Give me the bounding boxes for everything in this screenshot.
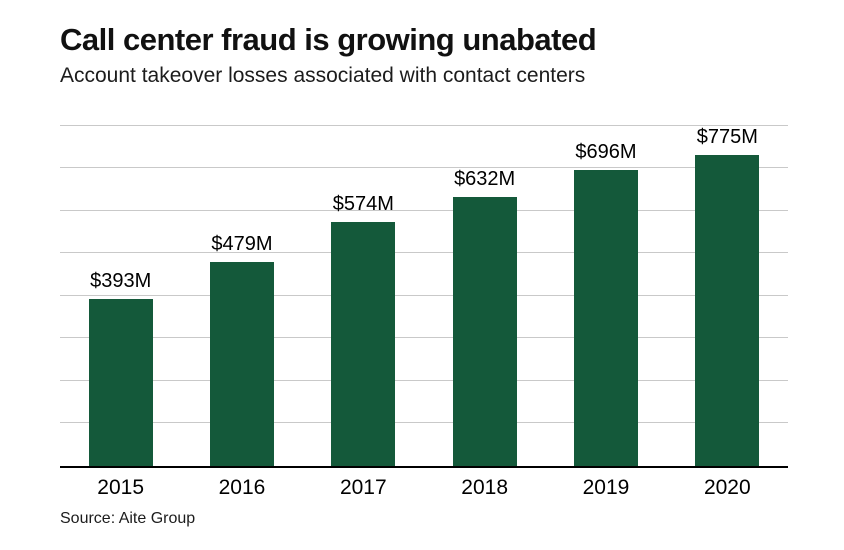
x-tick-label: 2017 xyxy=(339,475,387,499)
x-tick-label: 2018 xyxy=(461,475,508,499)
gridline xyxy=(60,294,788,296)
bar-value-label: $574M xyxy=(332,192,394,215)
x-tick-label: 2015 xyxy=(97,475,145,499)
source-text: Source: Aite Group xyxy=(60,509,196,527)
bar-column: $479M xyxy=(181,126,302,466)
bar-column: $632M xyxy=(424,126,545,466)
bar-column: $574M xyxy=(303,126,424,466)
bar xyxy=(452,197,517,466)
gridline xyxy=(60,422,788,424)
x-axis: 2015 2016 2017 2018 2019 2020 xyxy=(60,468,788,500)
bar-column: $393M xyxy=(60,126,181,466)
gridline xyxy=(60,252,788,254)
bar xyxy=(88,298,153,466)
bar-value-label: $393M xyxy=(90,269,152,292)
chart-title: Call center fraud is growing unabated xyxy=(60,22,597,57)
bars-container: $393M $479M $574M $632M $696M $775M xyxy=(60,126,788,466)
bar-value-label: $479M xyxy=(211,233,273,256)
bar-column: $775M xyxy=(667,126,788,466)
bar-chart: $393M $479M $574M $632M $696M $775M 2015 2016 2… xyxy=(60,124,788,500)
x-tick-label: 2020 xyxy=(703,475,751,499)
bar-value-label: $632M xyxy=(454,168,516,191)
x-tick-label: 2019 xyxy=(582,475,630,499)
bar xyxy=(573,169,638,466)
bar xyxy=(695,154,760,466)
bar xyxy=(209,262,274,466)
gridline xyxy=(60,124,788,126)
gridline xyxy=(60,167,788,169)
gridline xyxy=(60,379,788,381)
x-tick-label: 2016 xyxy=(218,475,266,499)
bar xyxy=(331,221,396,466)
bar-column: $696M xyxy=(545,126,666,466)
gridline xyxy=(60,209,788,211)
chart-subtitle: Account takeover losses associated with … xyxy=(60,63,586,87)
plot-area: $393M $479M $574M $632M $696M $775M xyxy=(60,124,788,468)
bar-value-label: $775M xyxy=(696,125,758,148)
gridline xyxy=(60,337,788,339)
bar-value-label: $696M xyxy=(575,140,637,163)
